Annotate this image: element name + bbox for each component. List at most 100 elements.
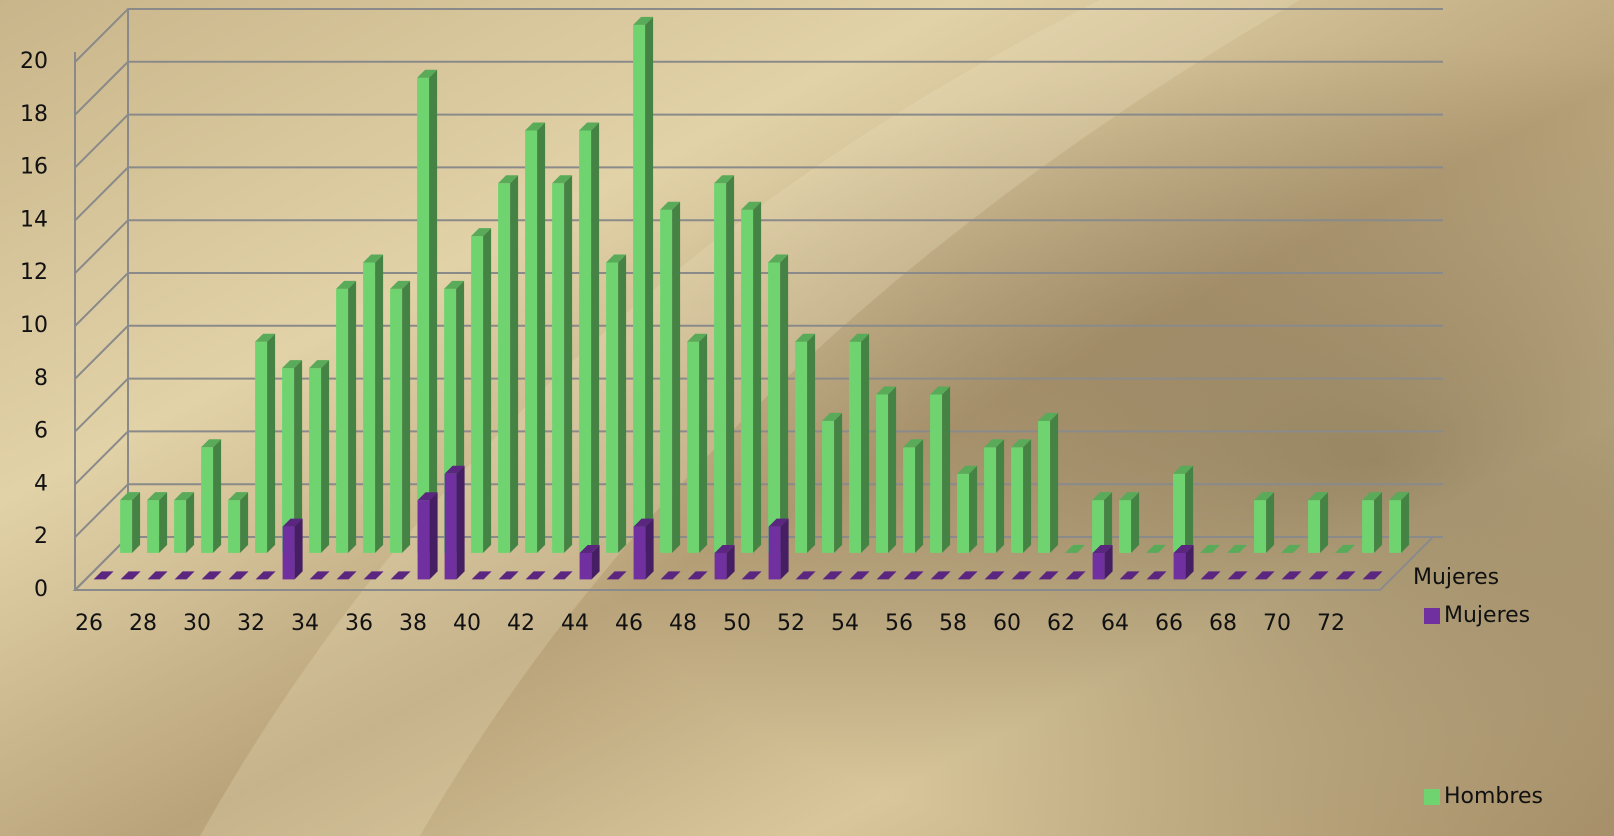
bar	[849, 333, 870, 553]
bar-face	[93, 571, 114, 580]
bar-face	[525, 571, 546, 580]
x-tick-label: 52	[777, 611, 805, 636]
bar-face	[120, 571, 141, 580]
bar-face	[1146, 571, 1167, 580]
bar-face	[795, 333, 816, 342]
bar	[255, 333, 276, 553]
bar-face	[390, 288, 403, 553]
x-tick-label: 56	[885, 611, 913, 636]
bar	[336, 571, 357, 580]
x-tick-label: 60	[993, 611, 1021, 636]
bar-face	[1092, 500, 1105, 553]
bar-face	[1050, 412, 1059, 553]
bar	[741, 201, 762, 553]
bar	[984, 571, 1005, 580]
bar	[1065, 571, 1086, 580]
bar-face	[228, 492, 249, 501]
bar-face	[1335, 544, 1356, 553]
bar	[1092, 492, 1113, 553]
bar-face	[768, 518, 789, 527]
bar-face	[645, 518, 654, 580]
bar-face	[240, 492, 249, 553]
bar-face	[768, 526, 781, 580]
bar-face	[834, 412, 843, 553]
bar-face	[147, 571, 168, 580]
bar-face	[417, 69, 438, 78]
bar	[1011, 439, 1032, 553]
bar-face	[255, 571, 276, 580]
bar	[984, 439, 1005, 553]
y-tick-label: 6	[34, 419, 48, 444]
bar-face	[1038, 412, 1059, 421]
x-tick-label: 32	[237, 611, 265, 636]
bar-face	[1254, 571, 1275, 580]
bar-face	[687, 341, 700, 553]
bar-face	[1131, 492, 1140, 553]
bar	[1200, 544, 1221, 553]
bar	[201, 571, 222, 580]
bar	[498, 571, 519, 580]
y-tick-label: 10	[20, 313, 48, 338]
bar	[147, 571, 168, 580]
x-tick-label: 36	[345, 611, 373, 636]
bar-face	[174, 500, 187, 553]
bar-face	[942, 386, 951, 553]
bar	[363, 254, 384, 553]
bar-face	[591, 545, 600, 580]
bar	[795, 333, 816, 553]
bar-face	[876, 394, 889, 553]
bar-face	[1038, 420, 1051, 553]
x-tick-label: 48	[669, 611, 697, 636]
bar-face	[417, 500, 430, 580]
bar-face	[849, 341, 862, 553]
bar-face	[822, 571, 843, 580]
bar-face	[795, 571, 816, 580]
bar-face	[1200, 571, 1221, 580]
bar-face	[120, 492, 141, 501]
bar	[363, 571, 384, 580]
bar	[930, 386, 951, 553]
bar-face	[552, 183, 565, 553]
bar	[1335, 544, 1356, 553]
bar	[525, 571, 546, 580]
bar-face	[1173, 473, 1186, 553]
bar	[552, 175, 573, 553]
bar-face	[1119, 571, 1140, 580]
depth-label: Mujeres	[1413, 565, 1499, 590]
bar-face	[861, 333, 870, 553]
bar-face	[1023, 439, 1032, 553]
bar-face	[363, 571, 384, 580]
bar-face	[1335, 571, 1356, 580]
bar	[1389, 492, 1410, 553]
bar-face	[1104, 545, 1113, 580]
bar	[1200, 571, 1221, 580]
bar	[822, 571, 843, 580]
bar	[498, 175, 519, 553]
bar-face	[1146, 544, 1167, 553]
bar	[444, 465, 465, 580]
bar-face	[1185, 545, 1194, 580]
bar	[903, 439, 924, 553]
bar-face	[714, 183, 727, 553]
bar-face	[1362, 492, 1383, 501]
bar-face	[1227, 571, 1248, 580]
bar-face	[471, 571, 492, 580]
x-tick-label: 38	[399, 611, 427, 636]
bar-face	[1092, 553, 1105, 580]
bar	[1173, 465, 1194, 553]
bar	[228, 571, 249, 580]
bar-face	[375, 254, 384, 553]
bar-face	[390, 280, 411, 289]
bar-face	[255, 333, 276, 342]
bar-face	[1362, 571, 1383, 580]
y-tick-label: 20	[20, 49, 48, 74]
bar-face	[336, 280, 357, 289]
bar-face	[1185, 465, 1194, 553]
bar-face	[282, 526, 295, 580]
bar-face	[498, 571, 519, 580]
bar	[1281, 544, 1302, 553]
bar-face	[552, 571, 573, 580]
bar-face	[726, 545, 735, 580]
bar	[390, 571, 411, 580]
bar-face	[822, 412, 843, 421]
